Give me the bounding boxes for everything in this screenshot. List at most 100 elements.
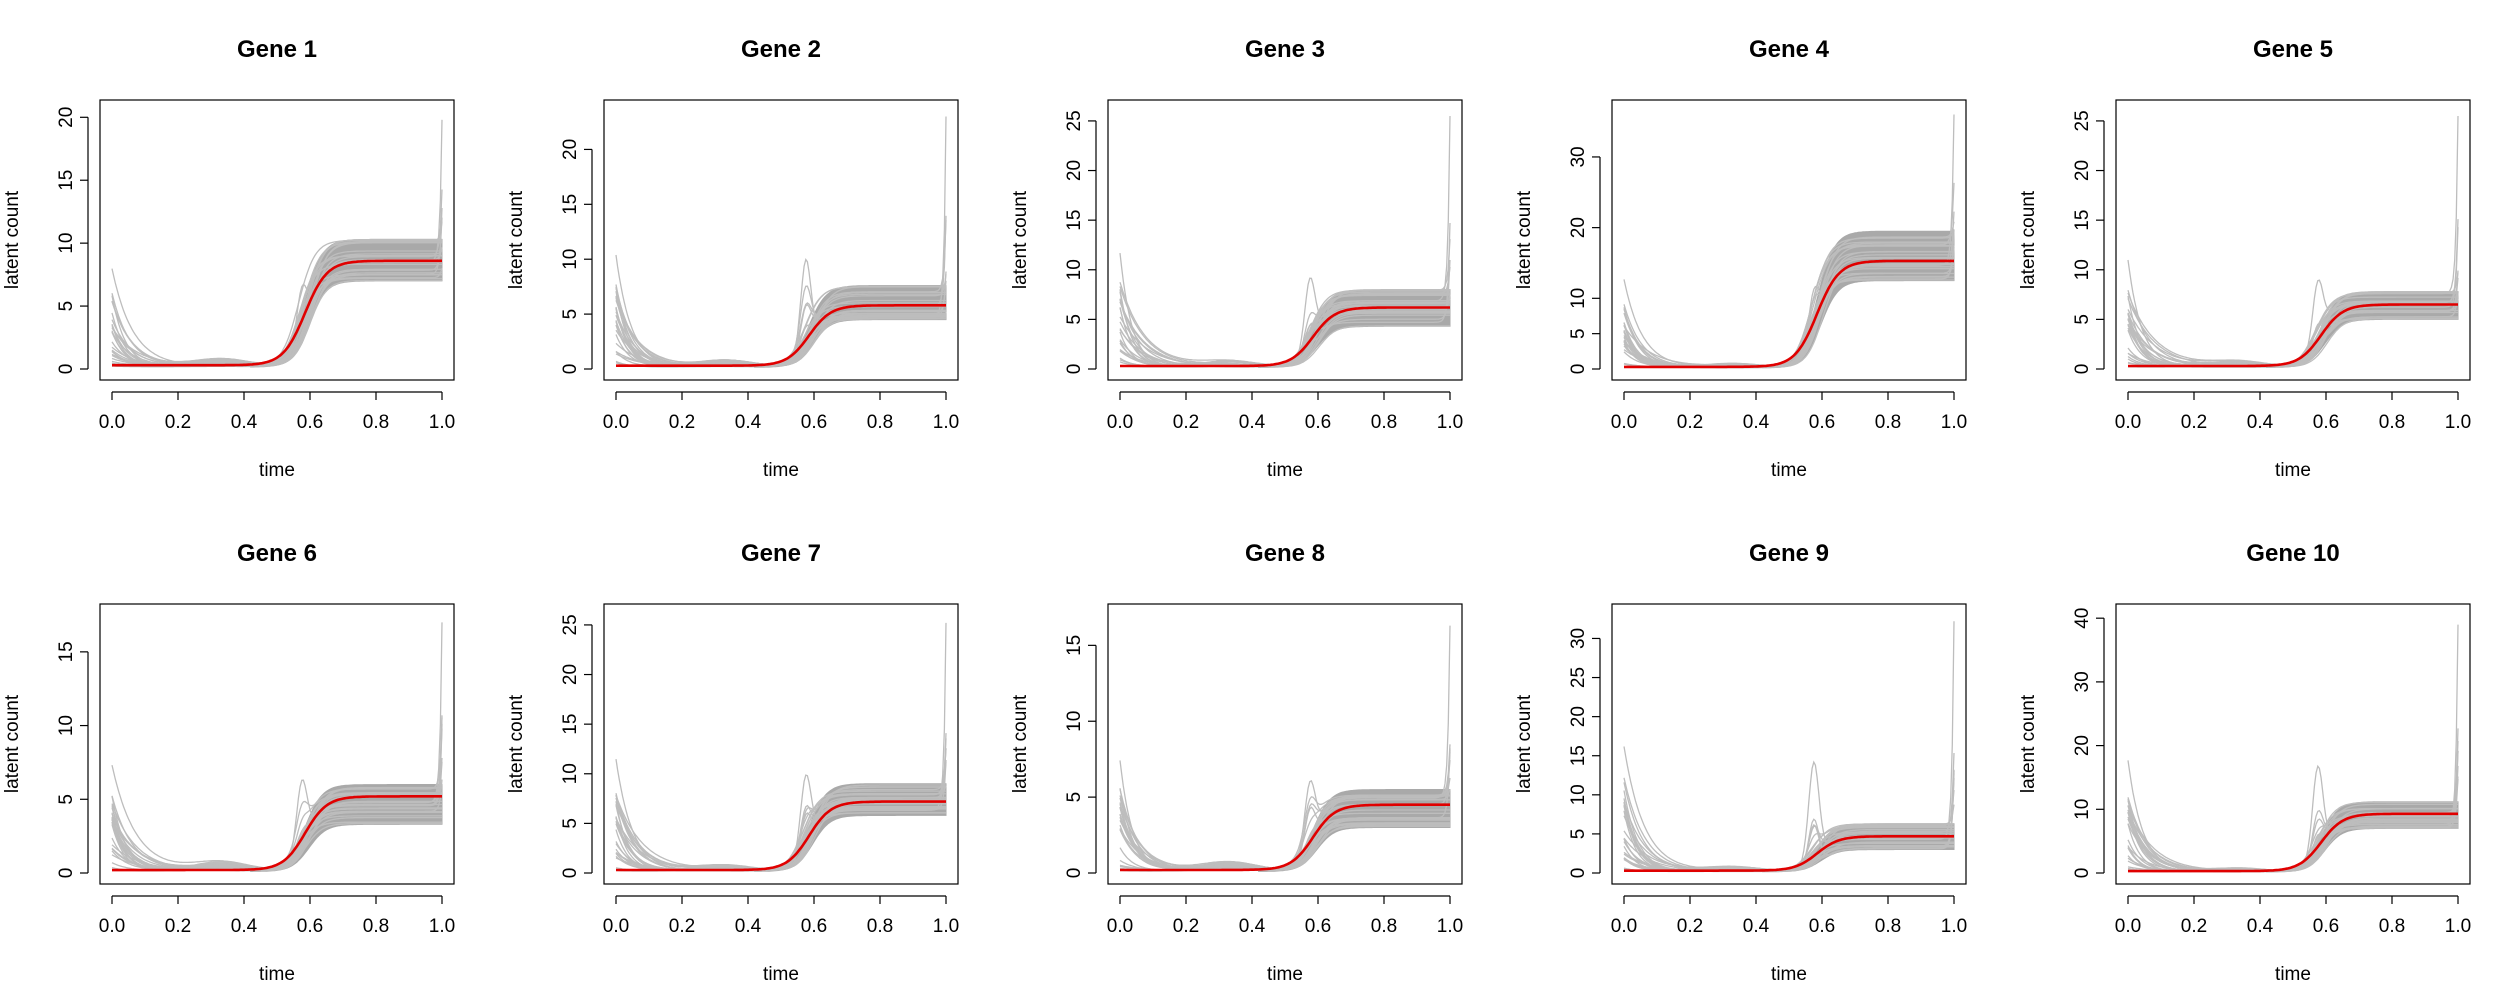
y-tick-label: 40 [2072, 608, 2093, 629]
y-tick-label: 20 [56, 107, 77, 128]
panel-title: Gene 6 [237, 540, 317, 567]
x-tick-label: 0.6 [2313, 916, 2339, 937]
sample-curve [615, 807, 946, 871]
panel-title: Gene 1 [237, 36, 317, 63]
x-axis-label: time [763, 964, 799, 985]
sample-curves [615, 116, 947, 368]
sample-curve [111, 274, 442, 366]
sample-curve [111, 277, 442, 367]
y-tick-label: 10 [560, 763, 581, 784]
panel-gene-9: Gene 9 0.0 0.2 0.4 0.6 0.8 1.0 time 0 5 10 15 20 25 30… [1514, 540, 1967, 985]
x-tick-label: 0.2 [1677, 412, 1703, 433]
y-tick-label: 0 [1064, 868, 1085, 879]
sample-curve [1623, 279, 1954, 368]
x-axis: 0.0 0.2 0.4 0.6 0.8 1.0 time [1107, 895, 1463, 985]
x-tick-label: 0.2 [165, 916, 191, 937]
x-tick-label: 0.2 [1173, 412, 1199, 433]
x-tick-label: 0.2 [669, 412, 695, 433]
sample-curves [1119, 115, 1451, 368]
y-tick-label: 15 [56, 641, 77, 662]
x-axis-label: time [2275, 964, 2311, 985]
y-tick-label: 20 [560, 139, 581, 160]
y-tick-label: 10 [1064, 711, 1085, 732]
x-tick-label: 0.6 [297, 916, 323, 937]
sample-curve [2127, 292, 2458, 367]
y-axis: 0 5 10 15 20 25 latent count [2018, 110, 2105, 374]
plot-frame [2115, 603, 2471, 885]
sample-curve [615, 805, 946, 872]
sample-curve [111, 207, 443, 366]
mean-curve [1624, 834, 1954, 873]
y-axis-label: latent count [1514, 190, 1535, 289]
sample-curve [615, 312, 946, 367]
x-axis: 0.0 0.2 0.4 0.6 0.8 1.0 time [603, 895, 959, 985]
sample-curve [1623, 752, 1955, 872]
x-axis-label: time [763, 460, 799, 481]
y-tick-label: 20 [2072, 160, 2093, 181]
sample-curve [1623, 266, 1954, 368]
sample-curve [111, 242, 442, 367]
sample-curves [2127, 115, 2459, 368]
sample-curve [615, 116, 947, 367]
sample-curve [111, 622, 443, 869]
panel-gene-10: Gene 10 0.0 0.2 0.4 0.6 0.8 1.0 time 0 10 20 30 40 la… [2018, 540, 2471, 985]
sample-curve [1119, 115, 1451, 367]
x-tick-label: 0.8 [1371, 916, 1397, 937]
x-tick-label: 0.8 [1875, 916, 1901, 937]
x-tick-label: 0.4 [1239, 412, 1266, 433]
sample-curve [1119, 300, 1450, 368]
mean-curve [1120, 803, 1450, 872]
y-tick-label: 5 [2072, 314, 2093, 325]
x-axis-label: time [2275, 460, 2311, 481]
y-axis-label: latent count [1010, 694, 1031, 793]
y-axis-label: latent count [2018, 190, 2039, 289]
x-tick-label: 0.0 [1611, 916, 1637, 937]
sample-curve [111, 274, 442, 367]
mean-curve [112, 259, 442, 367]
x-tick-label: 1.0 [429, 916, 455, 937]
y-tick-label: 0 [560, 868, 581, 879]
x-tick-label: 0.4 [231, 916, 258, 937]
sample-curve [1623, 272, 1954, 368]
x-axis-label: time [1771, 964, 1807, 985]
sample-curve [2127, 317, 2458, 367]
panel-gene-8: Gene 8 0.0 0.2 0.4 0.6 0.8 1.0 time 0 5 10 15 latent… [1010, 540, 1463, 985]
y-axis: 0 5 10 15 latent count [1010, 635, 1097, 879]
x-tick-label: 1.0 [933, 916, 959, 937]
sample-curve [2127, 313, 2458, 368]
x-tick-label: 0.0 [1611, 412, 1637, 433]
x-axis: 0.0 0.2 0.4 0.6 0.8 1.0 time [1611, 391, 1967, 481]
x-tick-label: 0.8 [2379, 412, 2405, 433]
sample-curve [1119, 814, 1450, 871]
sample-curve [615, 622, 947, 872]
x-tick-label: 0.8 [1875, 412, 1901, 433]
sample-curve [2127, 115, 2459, 366]
y-tick-label: 5 [1064, 314, 1085, 325]
panel-title: Gene 10 [2246, 540, 2339, 567]
panel-gene-7: Gene 7 0.0 0.2 0.4 0.6 0.8 1.0 time 0 5 10 15 20 25 la… [506, 540, 959, 985]
sample-curves [615, 622, 947, 872]
plot-frame [1107, 603, 1463, 885]
panel-title: Gene 2 [741, 36, 821, 63]
sample-curve [1623, 267, 1954, 367]
x-tick-label: 0.2 [1677, 916, 1703, 937]
x-axis: 0.0 0.2 0.4 0.6 0.8 1.0 time [2115, 895, 2471, 985]
y-axis-label: latent count [2018, 694, 2039, 793]
sample-curve [1119, 795, 1450, 870]
x-axis: 0.0 0.2 0.4 0.6 0.8 1.0 time [1611, 895, 1967, 985]
sample-curve [1623, 267, 1954, 368]
y-tick-label: 15 [1568, 745, 1589, 766]
x-tick-label: 0.0 [99, 412, 125, 433]
x-axis: 0.0 0.2 0.4 0.6 0.8 1.0 time [1107, 391, 1463, 481]
x-tick-label: 0.6 [297, 412, 323, 433]
x-axis-label: time [1267, 460, 1303, 481]
x-tick-label: 1.0 [429, 412, 455, 433]
y-tick-label: 0 [56, 868, 77, 879]
x-tick-label: 0.6 [1809, 412, 1835, 433]
y-tick-label: 15 [1064, 635, 1085, 656]
x-tick-label: 0.8 [867, 916, 893, 937]
panel-gene-4: Gene 4 0.0 0.2 0.4 0.6 0.8 1.0 time 0 5 10 20 30 late… [1514, 36, 1967, 481]
x-tick-label: 0.6 [2313, 412, 2339, 433]
sample-curve [615, 812, 946, 871]
